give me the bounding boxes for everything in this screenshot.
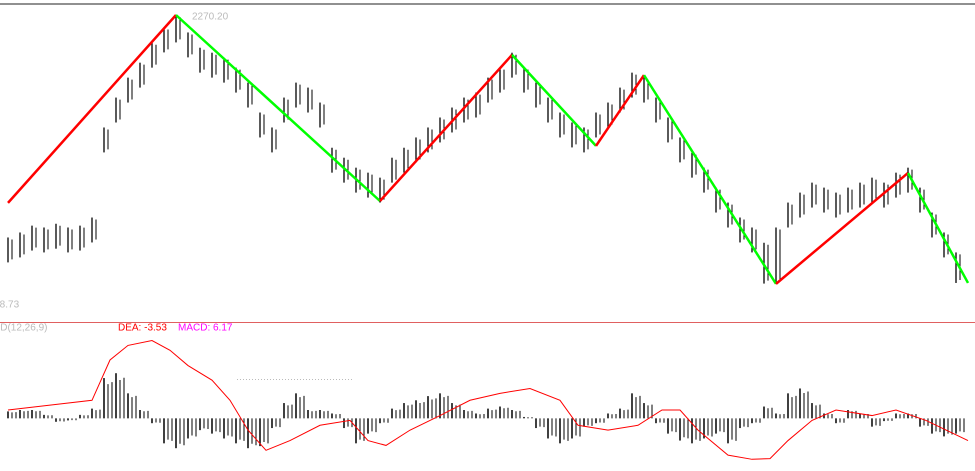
zigzag-segment [175, 14, 381, 202]
y-tick-label: 2270.20 [192, 12, 229, 23]
indicator-title: MACD(12,26,9) [0, 323, 47, 334]
indicator-label: MACD: 6.17 [178, 323, 233, 334]
zigzag-segment [642, 74, 778, 285]
zigzag-segment [775, 172, 909, 285]
zigzag-segment [379, 54, 513, 202]
indicator-label: DEA: -3.53 [118, 323, 167, 334]
y-tick-label: 2178.73 [0, 300, 20, 311]
zigzag-segment [511, 54, 597, 147]
zigzag-segment [594, 74, 646, 147]
zigzag-segment [7, 14, 177, 204]
dea-line [7, 340, 969, 460]
zigzag-segment [906, 172, 970, 284]
